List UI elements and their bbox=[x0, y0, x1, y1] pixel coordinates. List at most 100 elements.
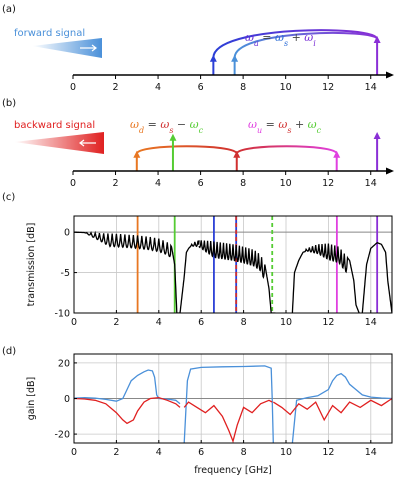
tone-arrowhead-icon bbox=[169, 133, 177, 141]
equation-symbol: + bbox=[288, 31, 304, 44]
equation-symbol: ω bbox=[275, 31, 284, 44]
axis-tick-label: 2 bbox=[113, 178, 119, 189]
equation-subscript: s bbox=[287, 126, 291, 135]
axis-tick-label: 10 bbox=[280, 82, 292, 93]
equation-a: ωa = ωs + ωi bbox=[245, 31, 316, 48]
panel-a-axis: 0 2 4 6 8 10 12 14 bbox=[70, 71, 394, 93]
axis-tick-label: 12 bbox=[322, 178, 334, 189]
panel-b-label: (b) bbox=[2, 98, 16, 109]
x-tick-label: 2 bbox=[113, 317, 119, 328]
panel-b-arcs bbox=[135, 145, 338, 155]
equation-subscript: c bbox=[317, 126, 322, 135]
tone-arrowhead-icon bbox=[133, 150, 141, 158]
equation-subscript: c bbox=[199, 126, 204, 135]
tone-arrowhead-icon bbox=[373, 132, 381, 139]
x-tick-label: 14 bbox=[365, 317, 377, 328]
axis-tick-label: 10 bbox=[280, 178, 292, 189]
y-tick-label: -20 bbox=[54, 430, 70, 441]
tone-arrowhead-icon bbox=[333, 150, 341, 158]
y-tick-label: 0 bbox=[64, 228, 70, 239]
axis-tick-label: 12 bbox=[322, 82, 334, 93]
equation-b-sum: ωu = ωs + ωc bbox=[248, 118, 322, 135]
coupling-arc bbox=[135, 145, 238, 155]
panel-b-backward-diagram: (b) backward signal 0 2 4 6 8 10 12 14 ωd = ωs … bbox=[2, 98, 394, 189]
axis-tick-label: 6 bbox=[198, 178, 204, 189]
tone-arrowhead-icon bbox=[373, 36, 381, 43]
coupling-arc bbox=[233, 31, 379, 58]
equation-symbol: = bbox=[144, 118, 160, 131]
equation-symbol: ω bbox=[130, 118, 139, 131]
data-series-1-segment bbox=[74, 396, 181, 425]
x-tick-label: 4 bbox=[156, 447, 162, 458]
x-tick-label: 6 bbox=[198, 317, 204, 328]
equation-symbol: ω bbox=[248, 118, 257, 131]
data-series-0-segment bbox=[291, 243, 360, 313]
equation-subscript: i bbox=[313, 39, 316, 48]
panel-b-axis: 0 2 4 6 8 10 12 14 bbox=[70, 167, 394, 189]
x-tick-label: 12 bbox=[322, 317, 334, 328]
equation-symbol: ω bbox=[278, 118, 287, 131]
y-tick-label: -10 bbox=[54, 309, 70, 320]
axis-tick-label: 8 bbox=[240, 82, 246, 93]
axis-tick-label: 0 bbox=[70, 82, 76, 93]
tone-arrowhead-icon bbox=[233, 150, 241, 158]
coupling-arc bbox=[212, 29, 379, 58]
y-axis-label: transmission [dB] bbox=[26, 223, 37, 307]
equation-subscript: s bbox=[284, 39, 288, 48]
forward-signal-arrow-icon bbox=[80, 44, 97, 52]
tone-arrowhead-icon bbox=[209, 54, 217, 62]
equation-symbol: − bbox=[173, 118, 189, 131]
panel-a-arcs bbox=[212, 29, 379, 58]
axis-tick-label: 4 bbox=[155, 178, 161, 189]
x-tick-label: 6 bbox=[198, 447, 204, 458]
data-series-1-segment bbox=[272, 397, 392, 422]
y-tick-label: 20 bbox=[58, 358, 70, 369]
equation-subscript: u bbox=[257, 126, 262, 135]
axis-tick-label: 0 bbox=[70, 178, 76, 189]
equation-b-difference: ωd = ωs − ωc bbox=[130, 118, 204, 135]
x-axis-label: frequency [GHz] bbox=[194, 465, 272, 476]
data-series-1-segment bbox=[183, 399, 273, 443]
equation-symbol: = bbox=[259, 31, 275, 44]
axis-tick-label: 14 bbox=[365, 178, 377, 189]
data-series-0-segment bbox=[74, 230, 200, 313]
equation-symbol: = bbox=[262, 118, 278, 131]
panel-a-label: (a) bbox=[2, 4, 16, 15]
axis-tick-label: 4 bbox=[155, 82, 161, 93]
data-series-0-segment bbox=[291, 372, 392, 443]
panel-c-label: (c) bbox=[2, 192, 15, 203]
axis-tick-label: 6 bbox=[198, 82, 204, 93]
y-tick-label: 0 bbox=[64, 394, 70, 405]
y-axis-label: gain [dB] bbox=[26, 377, 37, 421]
x-tick-label: 14 bbox=[365, 447, 377, 458]
equation-subscript: d bbox=[139, 126, 144, 135]
axis-arrow-icon bbox=[386, 71, 394, 79]
panel-d-label: (d) bbox=[2, 346, 16, 357]
axis-tick-label: 2 bbox=[113, 82, 119, 93]
panel-c-plot-area: 0 2 4 6 8 10 12 14 0 -5 -10 transmission [dB] bbox=[26, 215, 393, 328]
equation-symbol: ω bbox=[245, 31, 254, 44]
equation-symbol: ω bbox=[308, 118, 317, 131]
x-tick-label: 10 bbox=[280, 317, 292, 328]
y-tick-label: -5 bbox=[61, 268, 70, 279]
x-tick-label: 2 bbox=[113, 447, 119, 458]
panel-c-transmission-plot: (c) 0 2 4 6 8 10 12 14 0 -5 -10 transmission [dB] bbox=[2, 192, 393, 328]
x-tick-label: 8 bbox=[241, 447, 247, 458]
equation-subscript: a bbox=[254, 39, 259, 48]
data-series-0-segment bbox=[361, 241, 392, 313]
equation-subscript: s bbox=[169, 126, 173, 135]
panel-b-tones bbox=[133, 132, 381, 171]
axis-tick-label: 8 bbox=[240, 178, 246, 189]
x-tick-label: 8 bbox=[241, 317, 247, 328]
equation-symbol: + bbox=[291, 118, 307, 131]
coupling-arc bbox=[235, 145, 338, 155]
axis-tick-label: 14 bbox=[365, 82, 377, 93]
x-tick-label: 12 bbox=[322, 447, 334, 458]
x-tick-label: 0 bbox=[71, 447, 77, 458]
tone-arrowhead-icon bbox=[231, 54, 239, 62]
backward-signal-text: backward signal bbox=[14, 120, 95, 131]
equation-symbol: ω bbox=[190, 118, 199, 131]
